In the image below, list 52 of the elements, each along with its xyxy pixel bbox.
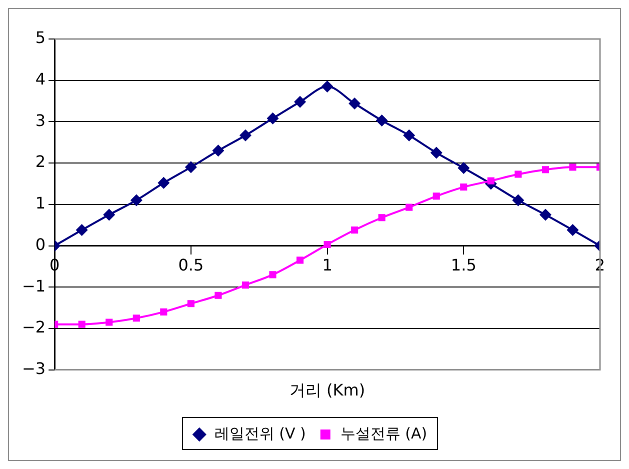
point — [214, 292, 222, 299]
point — [487, 177, 494, 184]
y-tick-label: −1 — [22, 276, 46, 296]
point — [321, 80, 334, 93]
point — [103, 208, 116, 221]
x-tick-label: 1.5 — [450, 256, 476, 275]
point — [266, 112, 279, 124]
point — [406, 204, 413, 211]
point — [378, 214, 386, 222]
y-tick-label: 4 — [35, 70, 46, 89]
point — [460, 184, 468, 191]
point — [512, 194, 524, 206]
point — [239, 129, 252, 142]
point — [351, 226, 358, 234]
x-axis-title: 거리 (Km) — [289, 380, 366, 400]
point — [187, 300, 194, 308]
point — [376, 114, 388, 126]
point — [539, 208, 552, 221]
point — [458, 162, 470, 174]
point — [158, 176, 170, 189]
point — [130, 194, 142, 206]
point — [269, 271, 276, 278]
y-tick-label: −2 — [22, 318, 46, 337]
point — [212, 144, 224, 157]
point — [106, 318, 113, 326]
point — [348, 98, 361, 110]
point — [160, 308, 168, 316]
y-tick-label: 2 — [35, 152, 46, 172]
point — [324, 240, 331, 248]
point — [78, 320, 86, 328]
point — [566, 224, 579, 236]
y-tick-label: 0 — [35, 234, 46, 254]
x-tick-label: 0.5 — [178, 256, 204, 275]
legend-label: 레일전위 (V ) — [214, 424, 306, 442]
point — [569, 164, 576, 171]
point — [184, 161, 197, 174]
point — [514, 170, 522, 178]
y-tick-label: 1 — [35, 194, 46, 213]
legend-label: 누설전류 (A) — [340, 424, 428, 442]
point — [242, 281, 250, 289]
point — [542, 166, 549, 174]
y-tick-label: 3 — [35, 110, 46, 130]
point — [132, 314, 140, 322]
point — [76, 224, 88, 236]
point — [432, 192, 440, 200]
point — [403, 129, 416, 142]
point — [430, 146, 442, 159]
x-tick-label: 1 — [322, 256, 332, 275]
point — [296, 256, 304, 264]
y-tick-label: 5 — [35, 28, 46, 48]
y-tick-label: −3 — [22, 358, 46, 378]
point — [294, 96, 306, 108]
